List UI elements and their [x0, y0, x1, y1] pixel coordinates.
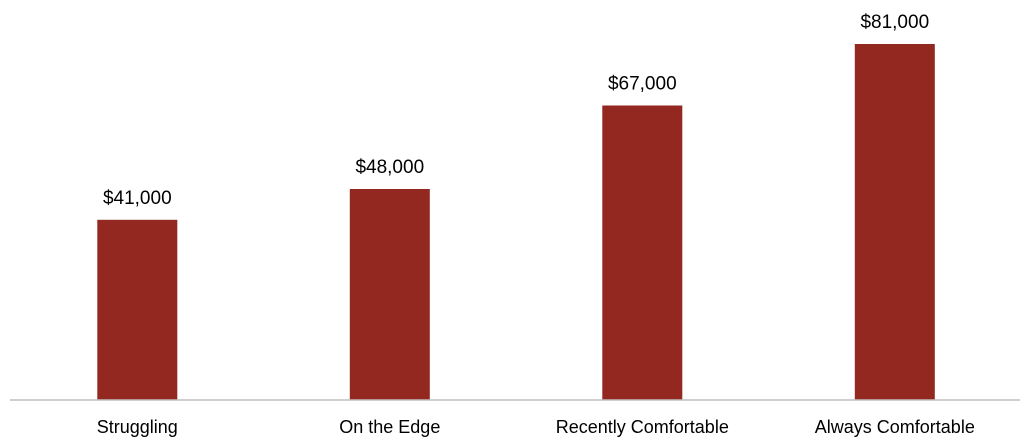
x-tick-label-recently-comfortable: Recently Comfortable [556, 417, 729, 437]
bar-always-comfortable [854, 44, 935, 400]
data-labels-layer: $41,000 $48,000 $67,000 $81,000 [103, 12, 929, 209]
x-tick-labels-layer: Struggling On the Edge Recently Comfortabl… [97, 417, 975, 437]
x-tick-label-struggling: Struggling [97, 417, 178, 437]
x-tick-label-on-the-edge: On the Edge [339, 417, 440, 437]
data-label-recently-comfortable: $67,000 [608, 74, 677, 95]
bar-struggling [97, 219, 178, 400]
x-tick-label-always-comfortable: Always Comfortable [815, 417, 975, 437]
data-label-always-comfortable: $81,000 [860, 12, 929, 33]
bars-layer [97, 44, 935, 400]
data-label-struggling: $41,000 [103, 188, 172, 209]
data-label-on-the-edge: $48,000 [355, 157, 424, 178]
bar-recently-comfortable [602, 105, 683, 400]
bar-on-the-edge [349, 189, 430, 400]
